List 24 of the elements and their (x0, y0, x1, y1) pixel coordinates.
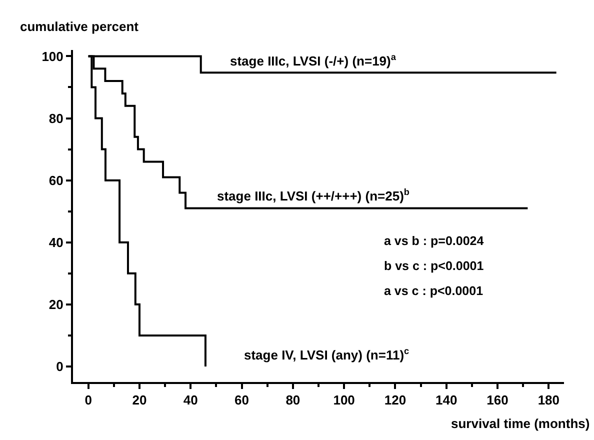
annotation: b vs c : p<0.0001 (384, 259, 484, 273)
y-tick-label: 40 (48, 234, 64, 250)
series-label: stage IIIc, LVSI (-/+) (n=19)$^{a}$ (230, 52, 397, 68)
y-tick-label: 0 (56, 359, 64, 374)
x-tick-label: 0 (84, 392, 92, 408)
annotation: a vs b : p=0.0024 (384, 234, 484, 248)
y-tick-label: 80 (48, 110, 64, 126)
x-tick-label: 140 (436, 392, 458, 408)
y-tick-label: 60 (48, 172, 64, 188)
y-tick-label: 100 (42, 48, 64, 64)
x-tick-label: 20 (132, 392, 147, 408)
series-label: stage IIIc, LVSI (++/+++) (n=25)$^{b}$ (217, 187, 410, 204)
x-tick-label: 100 (333, 392, 355, 408)
x-tick-label: 120 (384, 392, 406, 408)
x-tick-label: 180 (538, 392, 560, 408)
x-tick-label: 80 (286, 392, 300, 408)
annotation: a vs c : p<0.0001 (384, 284, 484, 298)
y-tick-label: 20 (48, 296, 64, 312)
x-axis-title: survival time (months) (451, 416, 590, 431)
y-axis-title: cumulative percent (20, 19, 140, 34)
x-tick-label: 60 (234, 392, 250, 408)
x-tick-label: 160 (486, 392, 508, 408)
x-tick-label: 40 (183, 392, 198, 408)
text: stage IV, LVSI (any) (n=11)$^{c}$ (244, 346, 410, 362)
